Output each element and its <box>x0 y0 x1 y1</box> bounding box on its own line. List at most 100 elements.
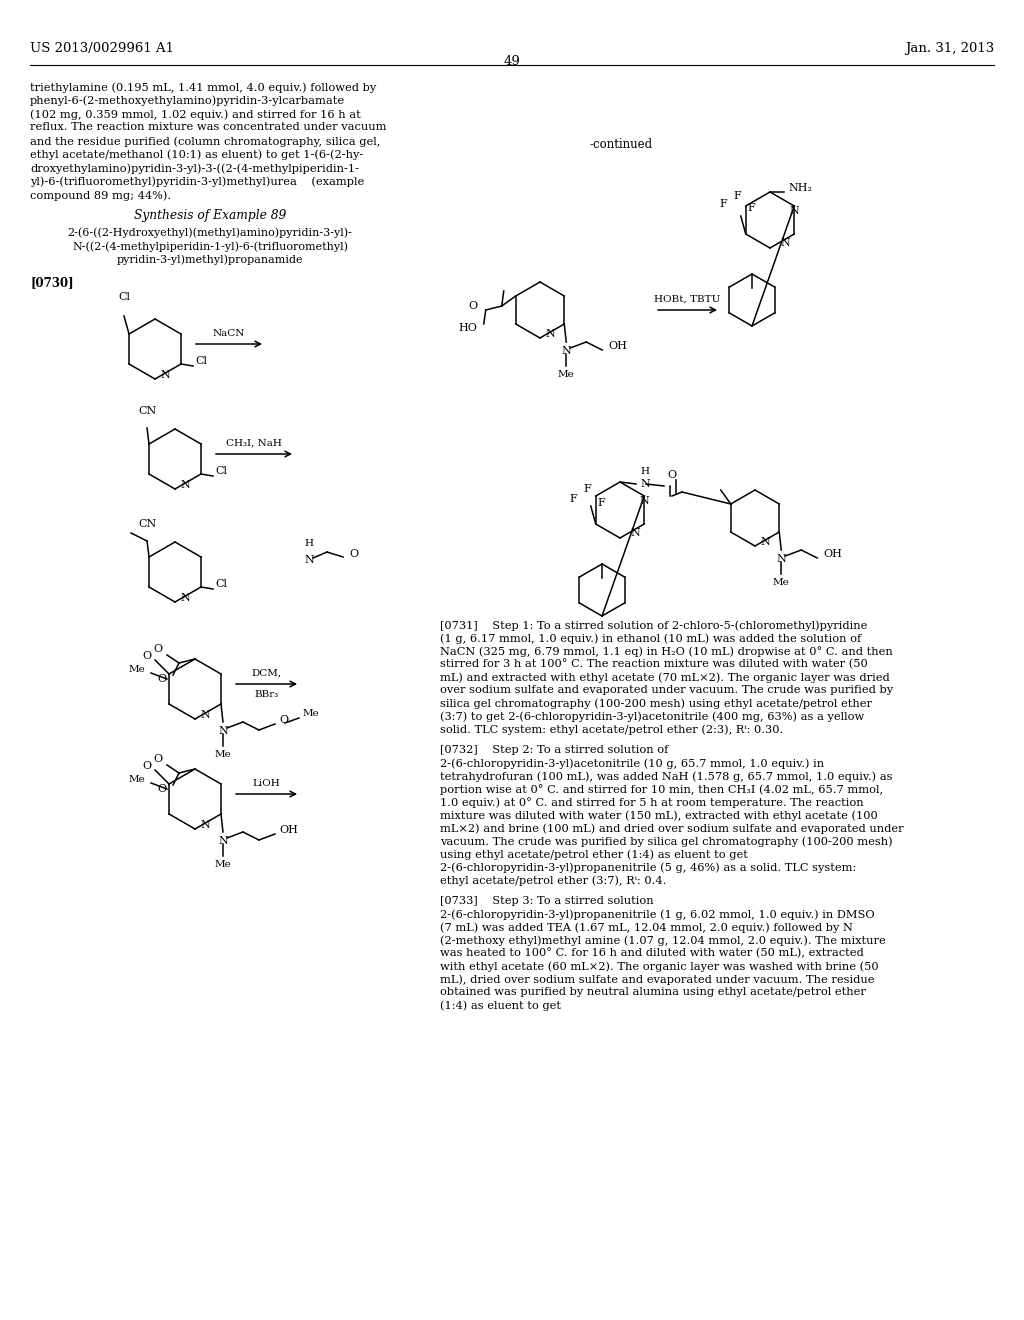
Text: CN: CN <box>138 407 156 416</box>
Text: N: N <box>760 537 770 546</box>
Text: CN: CN <box>138 519 156 529</box>
Text: -continued: -continued <box>590 139 653 150</box>
Text: droxyethylamino)pyridin-3-yl)-3-((2-(4-methylpiperidin-1-: droxyethylamino)pyridin-3-yl)-3-((2-(4-m… <box>30 162 359 173</box>
Text: silica gel chromatography (100-200 mesh) using ethyl acetate/petrol ether: silica gel chromatography (100-200 mesh)… <box>440 698 872 709</box>
Text: N: N <box>160 370 170 380</box>
Text: O: O <box>154 644 163 653</box>
Text: Me: Me <box>128 775 145 784</box>
Text: Cl: Cl <box>215 579 227 589</box>
Text: obtained was purified by neutral alumina using ethyl acetate/petrol ether: obtained was purified by neutral alumina… <box>440 987 866 997</box>
Text: phenyl-6-(2-methoxyethylamino)pyridin-3-ylcarbamate: phenyl-6-(2-methoxyethylamino)pyridin-3-… <box>30 95 345 106</box>
Text: 2-(6-((2-Hydroxyethyl)(methyl)amino)pyridin-3-yl)-: 2-(6-((2-Hydroxyethyl)(methyl)amino)pyri… <box>68 227 352 238</box>
Text: and the residue purified (column chromatography, silica gel,: and the residue purified (column chromat… <box>30 136 380 147</box>
Text: Synthesis of Example 89: Synthesis of Example 89 <box>134 210 286 223</box>
Text: (7 mL) was added TEA (1.67 mL, 12.04 mmol, 2.0 equiv.) followed by N: (7 mL) was added TEA (1.67 mL, 12.04 mmo… <box>440 921 853 932</box>
Text: (102 mg, 0.359 mmol, 1.02 equiv.) and stirred for 16 h at: (102 mg, 0.359 mmol, 1.02 equiv.) and st… <box>30 110 360 120</box>
Text: CH₃I, NaH: CH₃I, NaH <box>226 440 282 447</box>
Text: N: N <box>776 554 786 564</box>
Text: (1 g, 6.17 mmol, 1.0 equiv.) in ethanol (10 mL) was added the solution of: (1 g, 6.17 mmol, 1.0 equiv.) in ethanol … <box>440 634 861 644</box>
Text: O: O <box>158 784 167 795</box>
Text: O: O <box>469 301 478 312</box>
Text: vacuum. The crude was purified by silica gel chromatography (100-200 mesh): vacuum. The crude was purified by silica… <box>440 836 893 846</box>
Text: Me: Me <box>773 578 790 587</box>
Text: ethyl acetate/petrol ether (3:7), Rⁱ: 0.4.: ethyl acetate/petrol ether (3:7), Rⁱ: 0.… <box>440 875 667 886</box>
Text: [0731]    Step 1: To a stirred solution of 2-chloro-5-(chloromethyl)pyridine: [0731] Step 1: To a stirred solution of … <box>440 620 867 631</box>
Text: H: H <box>640 467 649 477</box>
Text: HO: HO <box>459 323 478 333</box>
Text: US 2013/0029961 A1: US 2013/0029961 A1 <box>30 42 174 55</box>
Text: NH₂: NH₂ <box>788 183 812 193</box>
Text: Me: Me <box>215 861 231 869</box>
Text: BBr₃: BBr₃ <box>254 690 279 700</box>
Text: Jan. 31, 2013: Jan. 31, 2013 <box>905 42 994 55</box>
Text: mixture was diluted with water (150 mL), extracted with ethyl acetate (100: mixture was diluted with water (150 mL),… <box>440 810 878 821</box>
Text: was heated to 100° C. for 16 h and diluted with water (50 mL), extracted: was heated to 100° C. for 16 h and dilut… <box>440 948 864 958</box>
Text: N: N <box>200 820 210 830</box>
Text: DCM,: DCM, <box>252 669 282 678</box>
Text: N: N <box>780 238 791 248</box>
Text: N: N <box>790 206 799 216</box>
Text: OH: OH <box>608 341 627 351</box>
Text: NaCN: NaCN <box>213 329 245 338</box>
Text: OH: OH <box>279 825 298 836</box>
Text: tetrahydrofuran (100 mL), was added NaH (1.578 g, 65.7 mmol, 1.0 equiv.) as: tetrahydrofuran (100 mL), was added NaH … <box>440 771 893 781</box>
Text: OH: OH <box>823 549 842 558</box>
Text: 2-(6-chloropyridin-3-yl)propanenitrile (5 g, 46%) as a solid. TLC system:: 2-(6-chloropyridin-3-yl)propanenitrile (… <box>440 862 856 873</box>
Text: N: N <box>631 528 640 539</box>
Text: O: O <box>154 754 163 764</box>
Text: LiOH: LiOH <box>253 779 281 788</box>
Text: reflux. The reaction mixture was concentrated under vacuum: reflux. The reaction mixture was concent… <box>30 123 386 132</box>
Text: Me: Me <box>128 664 145 673</box>
Text: (2-methoxy ethyl)methyl amine (1.07 g, 12.04 mmol, 2.0 equiv.). The mixture: (2-methoxy ethyl)methyl amine (1.07 g, 1… <box>440 935 886 945</box>
Text: Me: Me <box>303 710 319 718</box>
Text: N: N <box>639 496 649 506</box>
Text: (3:7) to get 2-(6-chloropyridin-3-yl)acetonitrile (400 mg, 63%) as a yellow: (3:7) to get 2-(6-chloropyridin-3-yl)ace… <box>440 711 864 722</box>
Text: F: F <box>570 494 578 504</box>
Text: N: N <box>180 480 189 490</box>
Text: mL×2) and brine (100 mL) and dried over sodium sulfate and evaporated under: mL×2) and brine (100 mL) and dried over … <box>440 822 903 833</box>
Text: O: O <box>349 549 358 558</box>
Text: [0732]    Step 2: To a stirred solution of: [0732] Step 2: To a stirred solution of <box>440 744 669 755</box>
Text: Cl: Cl <box>215 466 227 477</box>
Text: yl)-6-(trifluoromethyl)pyridin-3-yl)methyl)urea    (example: yl)-6-(trifluoromethyl)pyridin-3-yl)meth… <box>30 177 365 187</box>
Text: NaCN (325 mg, 6.79 mmol, 1.1 eq) in H₂O (10 mL) dropwise at 0° C. and then: NaCN (325 mg, 6.79 mmol, 1.1 eq) in H₂O … <box>440 645 893 657</box>
Text: Me: Me <box>558 370 574 379</box>
Text: F: F <box>748 203 756 213</box>
Text: 2-(6-chloropyridin-3-yl)acetonitrile (10 g, 65.7 mmol, 1.0 equiv.) in: 2-(6-chloropyridin-3-yl)acetonitrile (10… <box>440 758 824 768</box>
Text: N: N <box>200 710 210 719</box>
Text: N-((2-(4-methylpiperidin-1-yl)-6-(trifluoromethyl): N-((2-(4-methylpiperidin-1-yl)-6-(triflu… <box>72 242 348 252</box>
Text: compound 89 mg; 44%).: compound 89 mg; 44%). <box>30 190 171 201</box>
Text: 49: 49 <box>504 55 520 69</box>
Text: F: F <box>584 484 592 494</box>
Text: N: N <box>218 726 228 737</box>
Text: portion wise at 0° C. and stirred for 10 min, then CH₃I (4.02 mL, 65.7 mmol,: portion wise at 0° C. and stirred for 10… <box>440 784 883 795</box>
Text: 1.0 equiv.) at 0° C. and stirred for 5 h at room temperature. The reaction: 1.0 equiv.) at 0° C. and stirred for 5 h… <box>440 797 863 808</box>
Text: N: N <box>218 836 228 846</box>
Text: N: N <box>545 329 555 339</box>
Text: O: O <box>668 470 677 480</box>
Text: mL) and extracted with ethyl acetate (70 mL×2). The organic layer was dried: mL) and extracted with ethyl acetate (70… <box>440 672 890 682</box>
Text: using ethyl acetate/petrol ether (1:4) as eluent to get: using ethyl acetate/petrol ether (1:4) a… <box>440 849 748 859</box>
Text: stirred for 3 h at 100° C. The reaction mixture was diluted with water (50: stirred for 3 h at 100° C. The reaction … <box>440 659 867 669</box>
Text: O: O <box>142 762 151 771</box>
Text: 2-(6-chloropyridin-3-yl)propanenitrile (1 g, 6.02 mmol, 1.0 equiv.) in DMSO: 2-(6-chloropyridin-3-yl)propanenitrile (… <box>440 909 874 920</box>
Text: mL), dried over sodium sulfate and evaporated under vacuum. The residue: mL), dried over sodium sulfate and evapo… <box>440 974 874 985</box>
Text: [0733]    Step 3: To a stirred solution: [0733] Step 3: To a stirred solution <box>440 896 653 906</box>
Text: with ethyl acetate (60 mL×2). The organic layer was washed with brine (50: with ethyl acetate (60 mL×2). The organi… <box>440 961 879 972</box>
Text: Me: Me <box>215 750 231 759</box>
Text: F: F <box>734 191 741 201</box>
Text: N: N <box>640 479 650 488</box>
Text: F: F <box>598 498 605 508</box>
Text: over sodium sulfate and evaporated under vacuum. The crude was purified by: over sodium sulfate and evaporated under… <box>440 685 893 696</box>
Text: Cl: Cl <box>118 292 130 302</box>
Text: O: O <box>158 675 167 684</box>
Text: F: F <box>720 199 728 209</box>
Text: triethylamine (0.195 mL, 1.41 mmol, 4.0 equiv.) followed by: triethylamine (0.195 mL, 1.41 mmol, 4.0 … <box>30 82 376 92</box>
Text: ethyl acetate/methanol (10:1) as eluent) to get 1-(6-(2-hy-: ethyl acetate/methanol (10:1) as eluent)… <box>30 149 364 160</box>
Text: solid. TLC system: ethyl acetate/petrol ether (2:3), Rⁱ: 0.30.: solid. TLC system: ethyl acetate/petrol … <box>440 723 783 734</box>
Text: pyridin-3-yl)methyl)propanamide: pyridin-3-yl)methyl)propanamide <box>117 255 303 265</box>
Text: Cl: Cl <box>195 356 207 366</box>
Text: N: N <box>561 346 571 356</box>
Text: O: O <box>279 715 288 725</box>
Text: N: N <box>304 554 314 565</box>
